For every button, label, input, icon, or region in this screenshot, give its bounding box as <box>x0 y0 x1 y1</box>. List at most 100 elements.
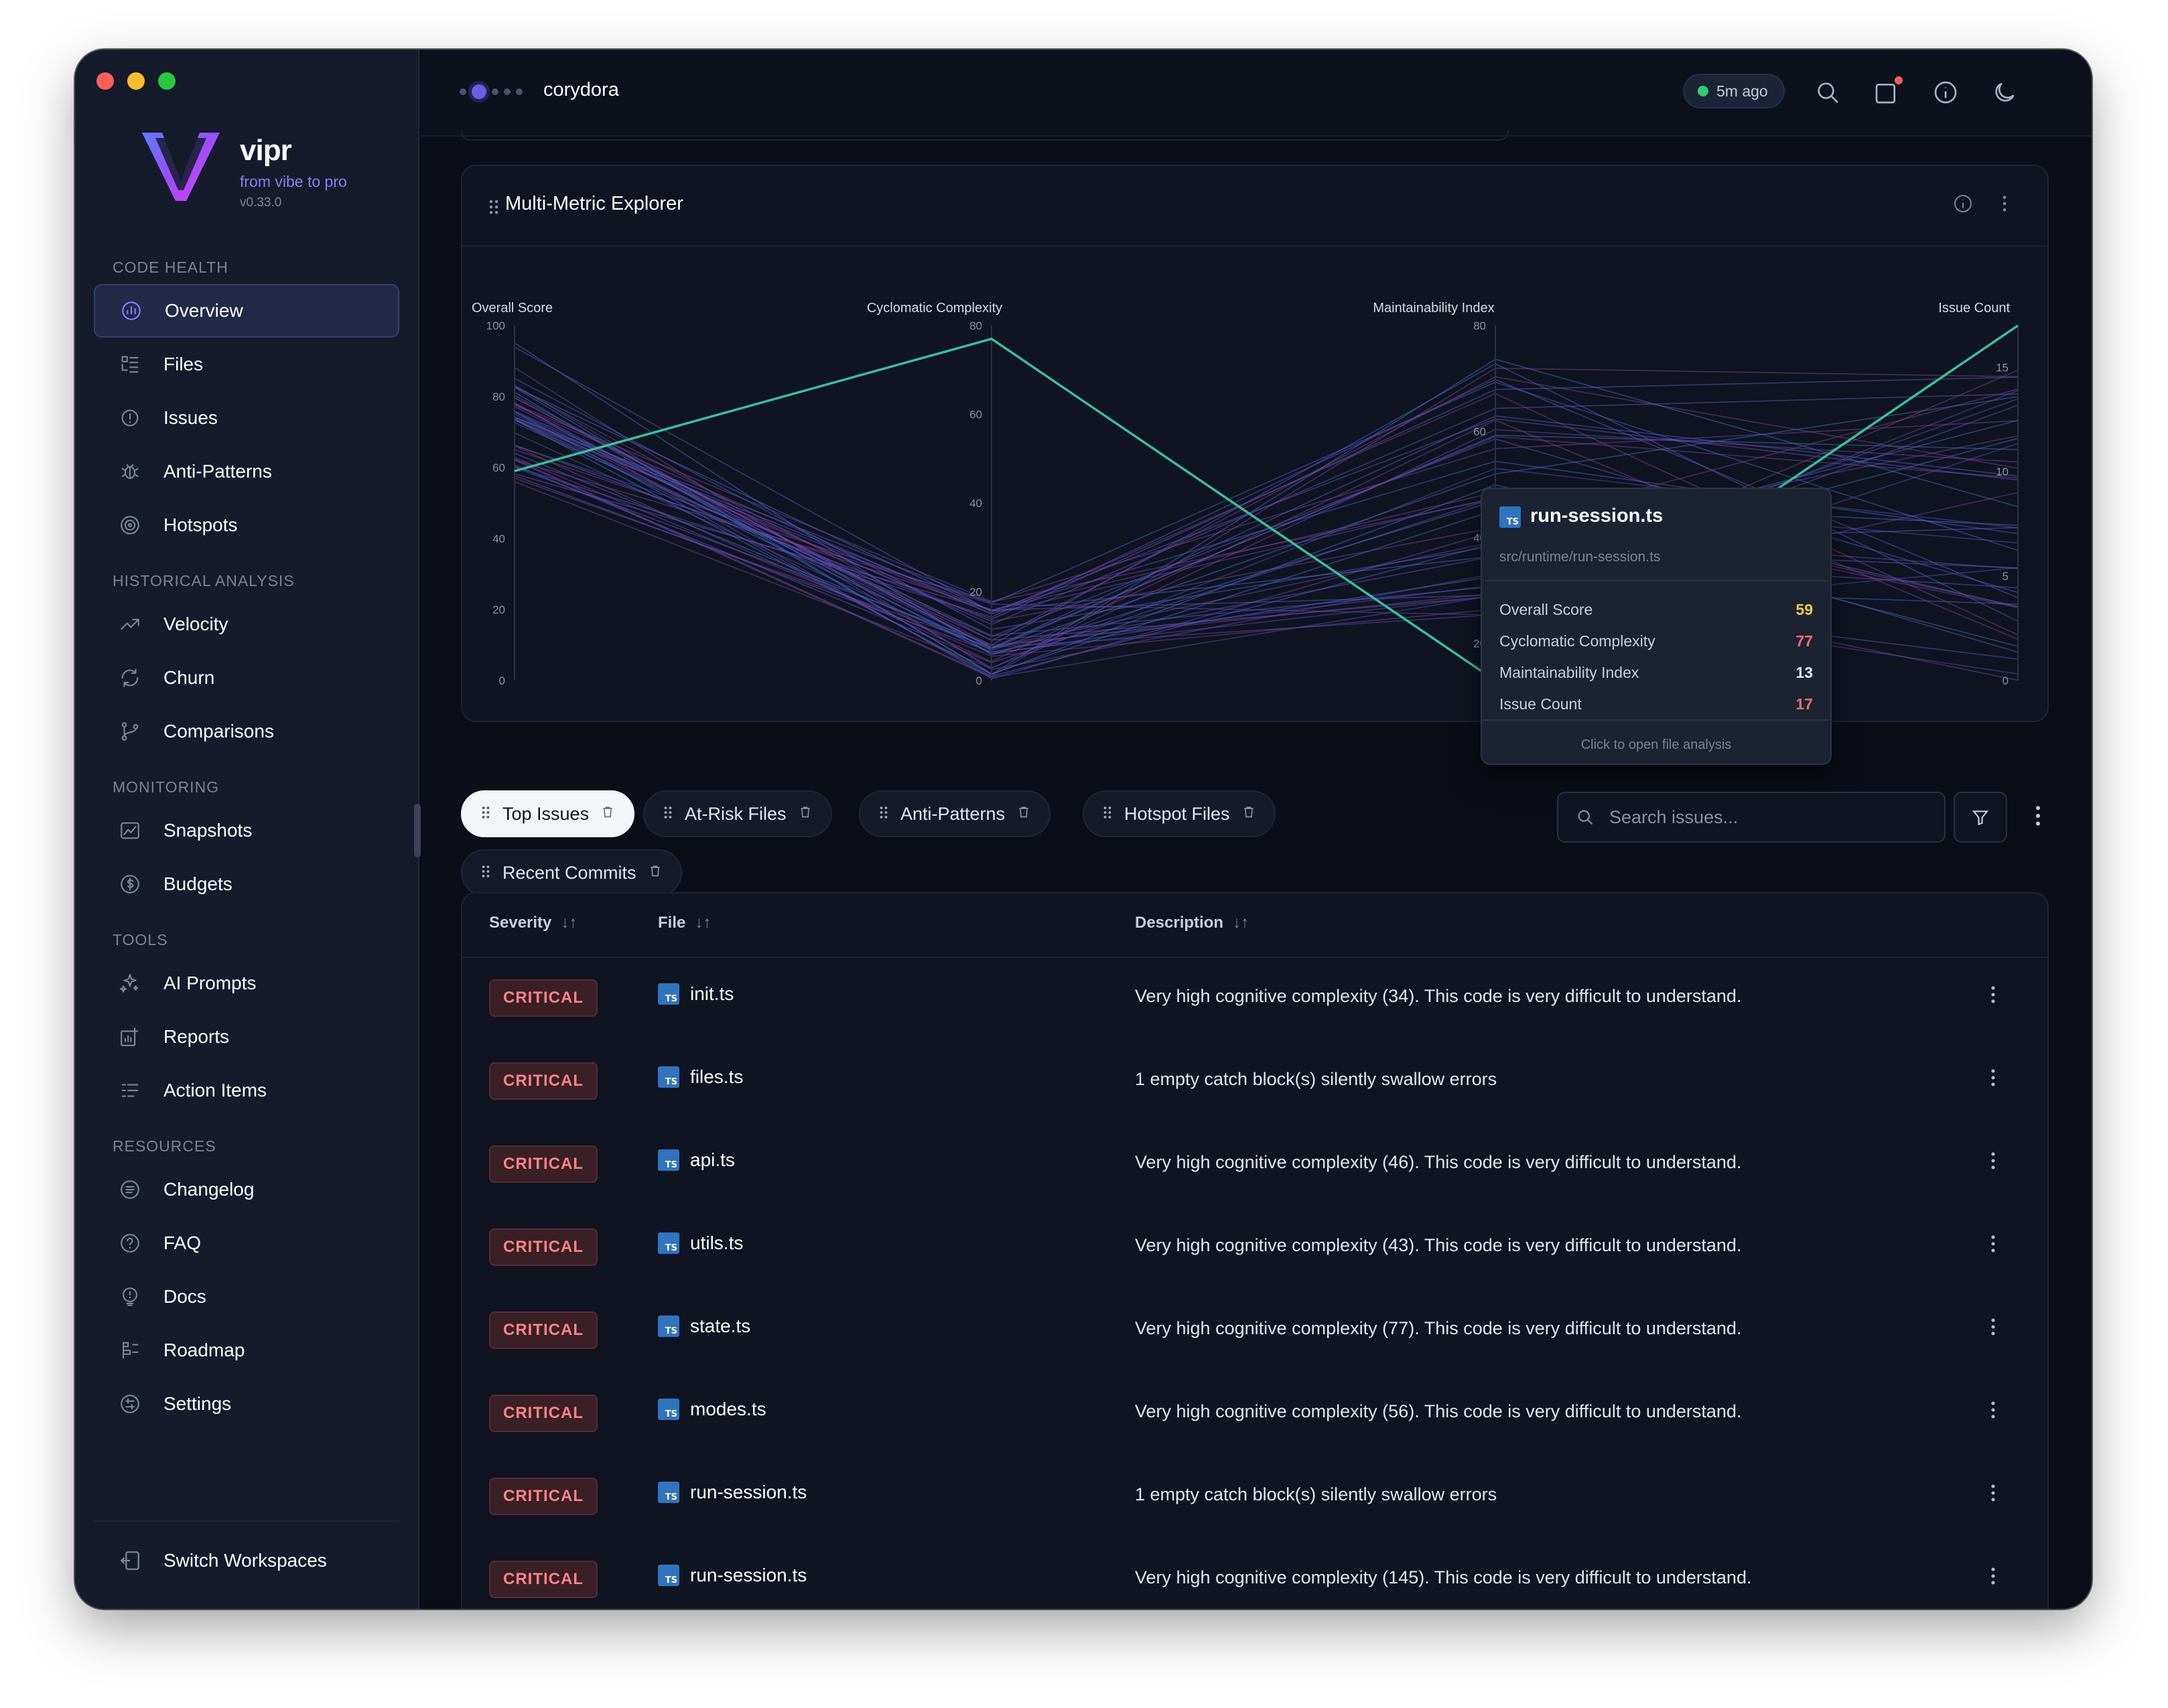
tab-anti-patterns[interactable]: Anti-Patterns <box>859 790 1051 837</box>
description-column-header[interactable]: Description ↓↑ <box>1135 914 1249 932</box>
search-icon[interactable] <box>1814 79 1841 106</box>
notifications-icon[interactable] <box>1873 76 1903 106</box>
brand[interactable]: vipr from vibe to pro v0.33.0 <box>139 129 394 222</box>
file-cell[interactable]: TS utils.ts <box>658 1232 743 1254</box>
tooltip-metric-label: Maintainability Index <box>1499 663 1639 681</box>
workspace-name[interactable]: corydora <box>543 79 619 100</box>
file-cell[interactable]: TS init.ts <box>658 983 734 1005</box>
chart-series-line <box>514 388 2019 622</box>
table-row[interactable]: CRITICAL TS state.ts Very high cognitive co… <box>462 1289 2047 1372</box>
drag-handle-icon[interactable] <box>1103 804 1112 825</box>
trash-icon[interactable] <box>1017 804 1030 823</box>
sidebar-item-action-items[interactable]: Action Items <box>94 1064 399 1117</box>
sidebar-item-settings[interactable]: Settings <box>94 1377 399 1431</box>
file-cell[interactable]: TS state.ts <box>658 1315 750 1337</box>
sidebar-item-churn[interactable]: Churn <box>94 651 399 705</box>
row-more-options-icon[interactable] <box>1982 1399 2005 1425</box>
drag-handle-icon[interactable] <box>481 863 490 883</box>
tooltip-file-path: src/runtime/run-session.ts <box>1499 549 1661 565</box>
sidebar-item-overview[interactable]: Overview <box>94 284 399 338</box>
sidebar-item-faq[interactable]: FAQ <box>94 1216 399 1270</box>
sort-icon[interactable]: ↓↑ <box>1233 914 1249 932</box>
table-row[interactable]: CRITICAL TS files.ts 1 empty catch block(s)… <box>462 1040 2047 1123</box>
issue-description: 1 empty catch block(s) silently swallow … <box>1135 1484 1497 1504</box>
sort-icon[interactable]: ↓↑ <box>695 914 712 932</box>
file-column-header[interactable]: File ↓↑ <box>658 914 712 932</box>
chart-tick-label: 5 <box>2003 570 2009 583</box>
tab-hotspot-files[interactable]: Hotspot Files <box>1083 790 1276 837</box>
filter-button[interactable] <box>1954 792 2007 843</box>
sidebar-item-reports[interactable]: Reports <box>94 1010 399 1064</box>
table-row[interactable]: CRITICAL TS init.ts Very high cognitive com… <box>462 956 2047 1040</box>
row-more-options-icon[interactable] <box>1982 1066 2005 1092</box>
sidebar-scrollbar[interactable] <box>414 804 421 857</box>
tab-at-risk-files[interactable]: At-Risk Files <box>643 790 832 837</box>
switch-workspaces-button[interactable]: Switch Workspaces <box>94 1534 399 1587</box>
issues-table: Severity ↓↑ File ↓↑ Description ↓↑ CRITICAL… <box>461 892 2049 1609</box>
file-cell[interactable]: TS modes.ts <box>658 1399 766 1420</box>
sidebar-item-anti-patterns[interactable]: Anti-Patterns <box>94 445 399 498</box>
close-window-button[interactable] <box>96 72 114 90</box>
file-cell[interactable]: TS run-session.ts <box>658 1565 807 1586</box>
row-more-options-icon[interactable] <box>1982 1149 2005 1176</box>
severity-badge: CRITICAL <box>489 1062 598 1100</box>
tab-top-issues[interactable]: Top Issues <box>461 790 635 837</box>
sidebar-item-changelog[interactable]: Changelog <box>94 1163 399 1216</box>
sidebar-item-label: Hotspots <box>163 514 238 535</box>
severity-column-header[interactable]: Severity ↓↑ <box>489 914 578 932</box>
row-more-options-icon[interactable] <box>1982 983 2005 1009</box>
table-row[interactable]: CRITICAL TS utils.ts Very high cognitive co… <box>462 1206 2047 1289</box>
sidebar-item-issues[interactable]: Issues <box>94 391 399 445</box>
search-input[interactable] <box>1608 806 1919 829</box>
table-row[interactable]: CRITICAL TS modes.ts Very high cognitive co… <box>462 1372 2047 1455</box>
chart-tick-label: 10 <box>1996 466 2009 478</box>
row-more-options-icon[interactable] <box>1982 1482 2005 1508</box>
sidebar-item-velocity[interactable]: Velocity <box>94 597 399 651</box>
file-cell[interactable]: TS files.ts <box>658 1066 743 1088</box>
sidebar-item-snapshots[interactable]: Snapshots <box>94 804 399 857</box>
drag-handle-icon[interactable] <box>879 804 888 825</box>
sidebar-item-docs[interactable]: Docs <box>94 1270 399 1324</box>
sync-status-badge[interactable]: 5m ago <box>1683 74 1785 109</box>
chart-axis-label: Overall Score <box>472 301 553 315</box>
row-more-options-icon[interactable] <box>1982 1232 2005 1259</box>
search-box[interactable] <box>1557 792 1946 843</box>
more-options-icon[interactable] <box>1994 193 2015 218</box>
sidebar-item-comparisons[interactable]: Comparisons <box>94 705 399 758</box>
sidebar-item-files[interactable]: Files <box>94 338 399 391</box>
drag-handle-icon[interactable] <box>663 804 673 825</box>
tab-recent-commits[interactable]: Recent Commits <box>461 849 682 896</box>
sidebar-item-hotspots[interactable]: Hotspots <box>94 498 399 552</box>
info-icon[interactable] <box>1952 193 1974 218</box>
row-more-options-icon[interactable] <box>1982 1315 2005 1342</box>
info-icon[interactable] <box>1932 79 1959 106</box>
table-row[interactable]: CRITICAL TS api.ts Very high cognitive comp… <box>462 1123 2047 1206</box>
dark-mode-icon[interactable] <box>1991 79 2018 106</box>
app-window: vipr from vibe to pro v0.33.0 CODE HEALT… <box>75 50 2092 1609</box>
sidebar-nav: CODE HEALTH Overview Files Issues Anti-Patte… <box>94 251 399 1431</box>
file-cell[interactable]: TS api.ts <box>658 1149 735 1171</box>
workspace-indicator-icon[interactable] <box>460 84 523 99</box>
sidebar-item-label: Action Items <box>163 1080 267 1100</box>
table-row[interactable]: CRITICAL TS run-session.ts Very high cognit… <box>462 1538 2047 1609</box>
issue-description: Very high cognitive complexity (43). Thi… <box>1135 1235 1742 1255</box>
trash-icon[interactable] <box>601 804 614 823</box>
sidebar-item-roadmap[interactable]: Roadmap <box>94 1324 399 1377</box>
more-options-icon[interactable] <box>2025 802 2051 833</box>
drag-handle-icon[interactable] <box>488 198 500 219</box>
sidebar-item-ai-prompts[interactable]: AI Prompts <box>94 956 399 1010</box>
row-more-options-icon[interactable] <box>1982 1565 2005 1591</box>
sidebar-item-budgets[interactable]: Budgets <box>94 857 399 911</box>
table-row[interactable]: CRITICAL TS run-session.ts 1 empty catch bl… <box>462 1455 2047 1538</box>
file-cell[interactable]: TS run-session.ts <box>658 1482 807 1503</box>
trash-icon[interactable] <box>649 863 662 882</box>
chart-tooltip[interactable]: TS run-session.ts src/runtime/run-sessio… <box>1481 488 1832 765</box>
tooltip-metric-value: 77 <box>1796 632 1813 650</box>
maximize-window-button[interactable] <box>158 72 176 90</box>
target-icon <box>117 512 143 539</box>
drag-handle-icon[interactable] <box>481 804 490 825</box>
minimize-window-button[interactable] <box>127 72 145 90</box>
sort-icon[interactable]: ↓↑ <box>561 914 578 932</box>
trash-icon[interactable] <box>799 804 812 823</box>
trash-icon[interactable] <box>1242 804 1256 823</box>
